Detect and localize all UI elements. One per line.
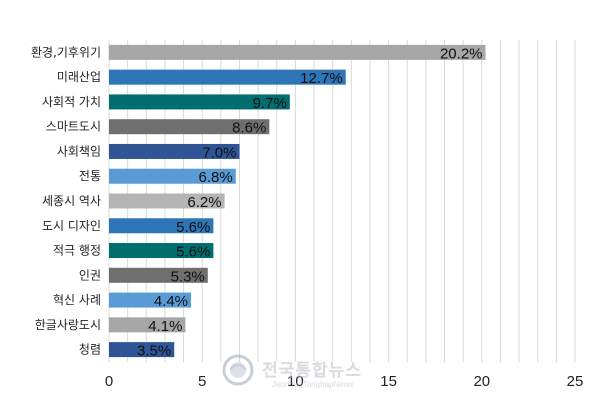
category-label: 사회적 가치: [42, 95, 101, 109]
data-label: 4.4%: [154, 293, 188, 310]
category-label: 적극 행정: [53, 243, 101, 258]
bar: [109, 292, 192, 308]
data-label: 20.2%: [440, 45, 483, 62]
x-tick-label: 5: [198, 373, 206, 390]
category-label: 세종시 역사: [42, 194, 101, 208]
bar: [109, 168, 236, 184]
bar: [109, 119, 270, 135]
globe-logo-icon: [222, 354, 254, 386]
data-label: 7.0%: [202, 144, 236, 161]
bar: [109, 143, 240, 159]
data-label: 3.5%: [137, 343, 171, 360]
bar: [109, 193, 225, 209]
watermark-subtext: JeongugTonghapNews: [272, 380, 354, 389]
bar: [109, 317, 186, 333]
data-label: 9.7%: [253, 95, 287, 112]
bars: [109, 44, 486, 358]
x-tick-label: 10: [287, 373, 304, 390]
category-label: 스마트도시: [46, 120, 101, 134]
category-label: 도시 디자인: [42, 219, 101, 233]
data-label: 5.6%: [176, 219, 210, 236]
x-axis-ticks: 0 5 10 15 20 25: [105, 373, 584, 390]
bar: [109, 94, 290, 110]
value-labels: 20.2% 12.7% 9.7% 8.6% 7.0% 6.8% 6.2% 5.6% 5.6% 5.…: [137, 45, 482, 359]
x-tick-label: 20: [473, 373, 490, 390]
bar: [109, 243, 214, 259]
bar: [109, 44, 486, 60]
gridlines: [108, 40, 576, 362]
category-label: 한글사랑도시: [35, 318, 101, 332]
data-label: 5.3%: [171, 268, 205, 285]
bar: [109, 69, 346, 85]
bar: [109, 218, 214, 234]
bar: [109, 267, 208, 283]
category-label: 인권: [79, 268, 101, 282]
x-tick-label: 15: [380, 373, 397, 390]
category-label: 청렴: [79, 343, 101, 357]
data-label: 6.2%: [187, 194, 221, 211]
category-label: 사회책임: [57, 143, 101, 158]
data-label: 8.6%: [232, 120, 266, 137]
category-label: 혁신 사례: [53, 293, 101, 307]
data-label: 4.1%: [148, 318, 182, 335]
category-label: 미래산업: [57, 70, 101, 84]
data-label: 12.7%: [300, 70, 343, 87]
x-tick-label: 0: [105, 373, 113, 390]
data-label: 5.6%: [176, 244, 210, 261]
data-label: 6.8%: [199, 169, 233, 186]
category-label: 전통: [79, 169, 101, 183]
x-tick-label: 25: [567, 373, 584, 390]
bar: [109, 342, 175, 358]
category-label: 환경,기후위기: [31, 45, 101, 59]
watermark-text: 전국통합뉴스: [262, 361, 362, 381]
watermark: 전국통합뉴스 JeongugTonghapNews: [222, 350, 392, 400]
